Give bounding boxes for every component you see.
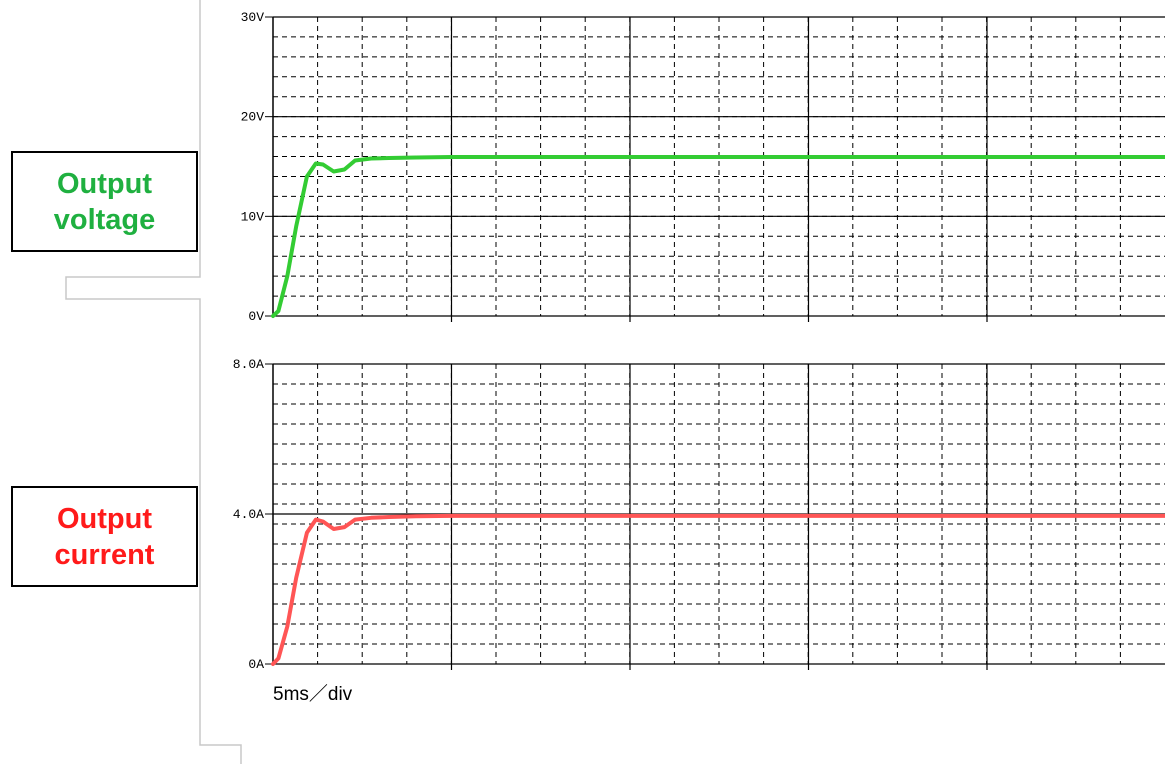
y-tick-label: 0A <box>248 657 264 672</box>
y-tick-label: 30V <box>241 10 265 25</box>
output-voltage-label-line2: voltage <box>53 203 156 236</box>
voltage-plot: 0V 10V 20V 30V <box>241 10 1165 324</box>
output-current-label: Output current <box>11 486 198 587</box>
plots: 0V 10V 20V 30V 0A 4.0A 8.0A <box>233 10 1165 672</box>
y-tick-label: 20V <box>241 110 265 125</box>
y-tick-label: 8.0A <box>233 357 264 372</box>
y-tick-label: 10V <box>241 209 265 224</box>
output-voltage-label: Output voltage <box>11 151 198 252</box>
bracket-line <box>65 0 242 764</box>
bracket-lines <box>65 0 242 764</box>
current-plot: 0A 4.0A 8.0A <box>233 357 1165 672</box>
y-tick-label: 4.0A <box>233 507 264 522</box>
output-current-label-line1: Output <box>56 502 152 535</box>
voltage-trace <box>271 155 1165 318</box>
output-voltage-label-line1: Output <box>56 167 152 200</box>
time-scale-label: 5ms／div <box>273 683 353 705</box>
output-current-label-line2: current <box>54 538 155 571</box>
current-trace <box>271 513 1165 666</box>
y-tick-label: 0V <box>248 309 264 324</box>
